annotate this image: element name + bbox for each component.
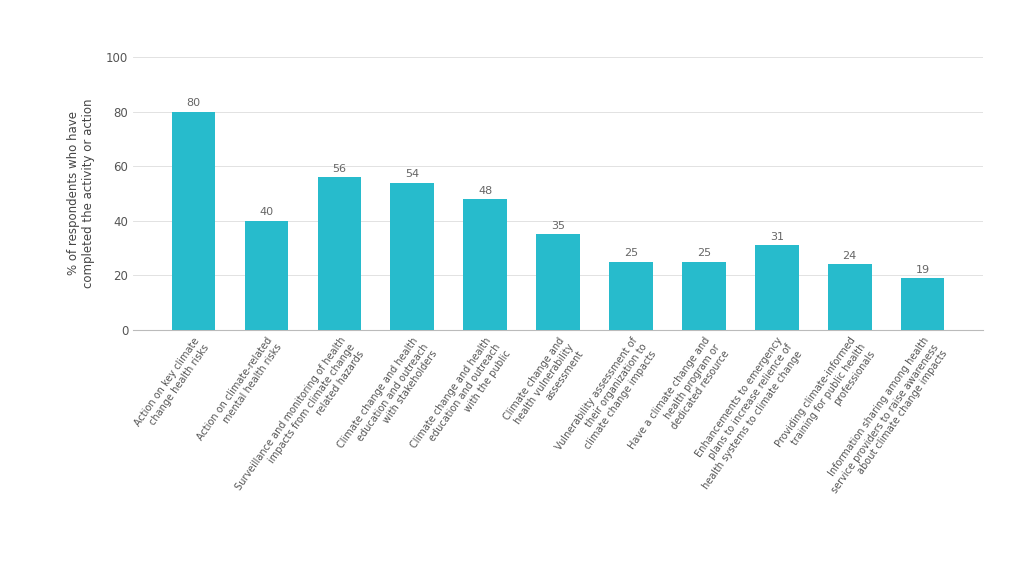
Bar [463,199,507,330]
Text: 56: 56 [333,164,346,174]
Text: 54: 54 [406,169,420,179]
Bar [682,262,726,330]
Text: 24: 24 [843,251,857,261]
Y-axis label: % of respondents who have
completed the activity or action: % of respondents who have completed the … [67,98,95,288]
Bar [609,262,653,330]
Bar [317,177,361,330]
Text: 80: 80 [186,98,201,108]
Bar [390,183,434,330]
Bar [755,245,799,330]
Text: 35: 35 [551,221,565,231]
Text: 31: 31 [770,232,783,242]
Bar [537,234,580,330]
Text: 25: 25 [624,249,638,258]
Bar [172,112,215,330]
Text: 40: 40 [259,208,273,217]
Text: 25: 25 [696,249,711,258]
Bar [827,265,871,330]
Text: 48: 48 [478,185,493,196]
Text: 19: 19 [915,265,930,275]
Bar [901,278,944,330]
Bar [245,221,289,330]
